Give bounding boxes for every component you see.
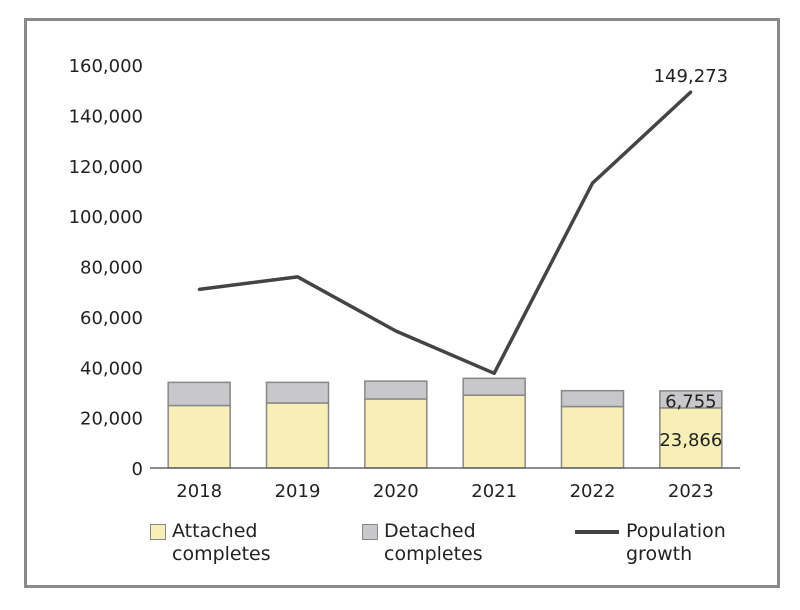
y-tick-label: 80,000 xyxy=(80,258,143,279)
bar-detached-2022 xyxy=(560,389,625,408)
bar-attached-2018 xyxy=(167,404,231,469)
y-tick-label: 140,000 xyxy=(69,106,143,127)
bar-attached-2019 xyxy=(265,402,330,469)
legend-detached: Detached completes xyxy=(362,520,483,566)
population-point-2023 xyxy=(689,90,693,94)
legend-label-detached-2: completes xyxy=(384,543,483,565)
data-label-population-2023: 149,273 xyxy=(654,66,728,87)
x-tick-label: 2021 xyxy=(471,481,517,502)
bar-attached-2021 xyxy=(462,394,526,469)
y-tick-label: 40,000 xyxy=(80,358,143,379)
bar-detached-2020 xyxy=(364,380,428,400)
population-point-2018 xyxy=(197,287,201,291)
chart-frame xyxy=(24,18,780,588)
legend-swatch-detached xyxy=(362,524,378,540)
bar-detached-2021 xyxy=(462,377,526,396)
legend-label-population-2: growth xyxy=(626,543,693,565)
bar-detached-2019 xyxy=(265,381,330,404)
population-point-2019 xyxy=(296,275,299,279)
legend-population: Population growth xyxy=(575,520,726,566)
legend-label-detached-1: Detached xyxy=(384,520,476,542)
legend-swatch-attached xyxy=(150,524,166,540)
y-tick-label: 160,000 xyxy=(69,56,143,77)
population-point-2020 xyxy=(394,329,398,333)
y-tick-label: 20,000 xyxy=(80,409,143,430)
x-tick-label: 2019 xyxy=(275,481,321,502)
legend-line-population xyxy=(575,530,619,534)
x-tick-label: 2018 xyxy=(176,481,222,502)
x-tick-label: 2022 xyxy=(570,481,616,502)
x-tick-label: 2020 xyxy=(373,481,419,502)
bar-attached-2020 xyxy=(364,398,428,469)
legend-label-attached-2: completes xyxy=(172,543,271,565)
bar-detached-2018 xyxy=(167,381,231,407)
legend-label-attached-1: Attached xyxy=(172,520,258,542)
y-tick-label: 100,000 xyxy=(69,207,143,228)
population-point-2021 xyxy=(492,371,496,375)
bar-attached-2022 xyxy=(560,405,625,469)
legend-attached: Attached completes xyxy=(150,520,271,566)
legend-label-population-1: Population xyxy=(626,520,726,542)
population-point-2022 xyxy=(591,181,594,185)
data-label-detached-2023: 6,755 xyxy=(665,391,717,412)
y-tick-label: 60,000 xyxy=(80,308,143,329)
x-tick-label: 2023 xyxy=(668,481,714,502)
population-line xyxy=(198,90,693,376)
y-tick-label: 120,000 xyxy=(69,157,143,178)
data-label-attached-2023: 23,866 xyxy=(659,430,722,451)
y-tick-label: 0 xyxy=(132,459,143,480)
bar-detached-2023 xyxy=(659,390,723,409)
